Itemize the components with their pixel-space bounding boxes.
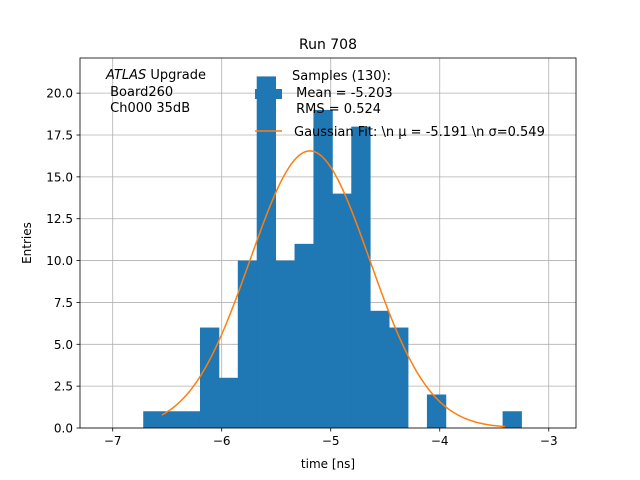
atlas-annotation: ATLAS Upgrade Board260 Ch000 35dB <box>105 68 206 116</box>
histogram-bar <box>389 327 409 428</box>
x-axis-label: time [ns] <box>301 457 355 471</box>
x-tick-label: −5 <box>322 434 340 448</box>
histogram-bar <box>256 76 277 428</box>
legend-samples-title: Samples (130): <box>292 69 391 84</box>
annotation-board: Board260 <box>106 85 173 100</box>
x-tick-label: −4 <box>431 434 449 448</box>
x-tick-label: −6 <box>213 434 231 448</box>
histogram-bar <box>181 411 201 428</box>
histogram-bar <box>143 411 163 428</box>
histogram-bar <box>162 411 182 428</box>
annotation-line-1: ATLAS Upgrade <box>105 68 206 83</box>
annotation-channel: Ch000 35dB <box>106 101 190 116</box>
y-tick-label: 17.5 <box>46 129 73 143</box>
annotation-upgrade: Upgrade <box>146 68 206 83</box>
x-tick-label: −7 <box>104 434 122 448</box>
legend-fit-label: Gaussian Fit: \n μ = -5.191 \n σ=0.549 <box>294 125 545 140</box>
plot-frame <box>79 57 577 429</box>
legend-samples-swatch <box>255 89 282 99</box>
y-tick-label: 5.0 <box>54 338 73 352</box>
gaussian-fit-curve <box>161 150 506 428</box>
legend: Samples (130): Mean = -5.203 RMS = 0.524… <box>255 69 545 140</box>
histogram-bar <box>275 260 295 428</box>
histogram-bar <box>332 193 352 428</box>
histogram-bar <box>294 243 314 428</box>
chart-title: Run 708 <box>299 37 357 53</box>
histogram-bars <box>143 76 522 429</box>
histogram-bar <box>351 126 371 429</box>
y-axis-ticks: 0.0 2.5 5.0 7.5 10.0 12.5 15.0 17.5 20.0 <box>46 87 80 436</box>
histogram-bar <box>313 109 333 428</box>
annotation-atlas: ATLAS <box>105 68 146 83</box>
y-tick-label: 20.0 <box>46 87 73 101</box>
y-tick-label: 10.0 <box>46 254 73 268</box>
y-tick-label: 7.5 <box>54 296 73 310</box>
y-tick-label: 15.0 <box>46 170 73 184</box>
x-axis-ticks: −7 −6 −5 −4 −3 <box>104 428 558 448</box>
histogram-bar <box>502 411 522 428</box>
histogram-bar <box>199 327 220 428</box>
y-axis-label: Entries <box>20 222 34 264</box>
legend-samples-rms: RMS = 0.524 <box>292 102 381 117</box>
legend-samples-mean: Mean = -5.203 <box>292 86 393 101</box>
y-tick-label: 12.5 <box>46 212 73 226</box>
histogram-bar <box>218 377 239 428</box>
y-tick-label: 0.0 <box>54 422 73 436</box>
histogram-bar <box>370 310 390 428</box>
y-tick-label: 2.5 <box>54 380 73 394</box>
x-tick-label: −3 <box>540 434 558 448</box>
histogram-bar <box>237 260 258 428</box>
